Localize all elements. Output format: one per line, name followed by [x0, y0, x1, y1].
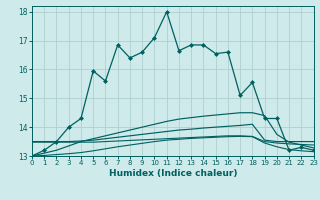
X-axis label: Humidex (Indice chaleur): Humidex (Indice chaleur) — [108, 169, 237, 178]
